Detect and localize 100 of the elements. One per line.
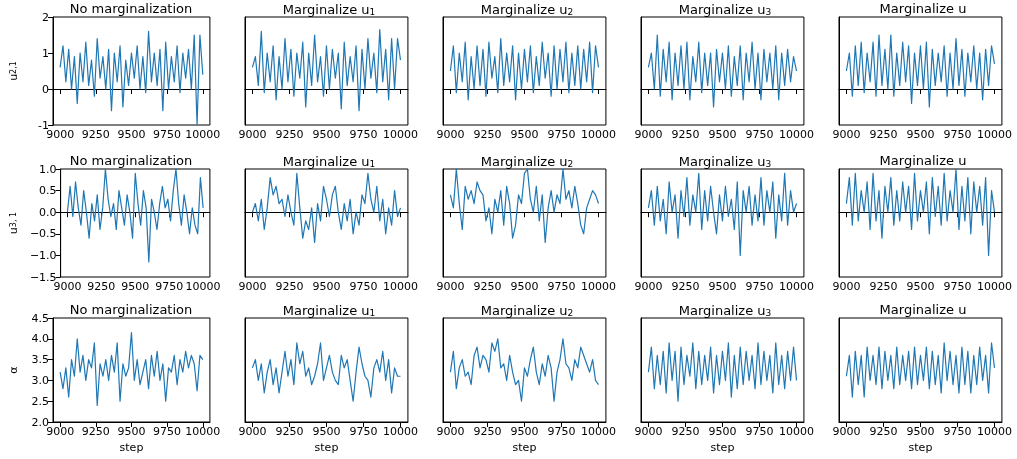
y-tick-label: 3.5 — [31, 353, 49, 367]
x-tick-label: 9000 — [53, 280, 82, 293]
x-tick-label: 10000 — [977, 425, 1012, 438]
y-tick-label: 0 — [42, 82, 49, 96]
y-tick-label: 1 — [42, 46, 49, 60]
x-tick-label: 9750 — [745, 425, 774, 438]
x-tick-label: 9000 — [832, 425, 861, 438]
x-tick-label: 10000 — [779, 128, 814, 141]
x-tick-label: 10000 — [581, 128, 616, 141]
chart-title: Marginalize u2 — [480, 153, 574, 169]
x-tick-label: 9500 — [510, 280, 539, 293]
y-tick-label: 0.5 — [39, 184, 57, 198]
x-tick-label: 9000 — [832, 128, 861, 141]
x-tick-label: 9000 — [634, 128, 663, 141]
x-tick-label: 9000 — [46, 425, 75, 438]
x-tick-label: 9750 — [155, 280, 184, 293]
x-tick-label: 10000 — [581, 280, 616, 293]
x-tick-label: 9500 — [510, 425, 539, 438]
x-tick-label: 9500 — [708, 425, 737, 438]
x-tick-label: 9750 — [745, 280, 774, 293]
x-axis-title: step — [314, 441, 339, 454]
x-tick-label: 9750 — [943, 425, 972, 438]
x-tick-label: 10000 — [383, 425, 418, 438]
y-tick-label: −1.0 — [29, 248, 57, 262]
y-axis-title: α — [7, 366, 20, 374]
chart-title: Marginalize u1 — [282, 302, 376, 318]
line-series — [59, 30, 204, 126]
chart-title: Marginalize u2 — [480, 1, 574, 17]
x-tick-label: 9000 — [238, 128, 267, 141]
x-tick-label: 9500 — [708, 128, 737, 141]
x-tick-label: 9750 — [547, 128, 576, 141]
y-tick-label: 4.5 — [31, 311, 49, 325]
x-axis-title: step — [512, 441, 537, 454]
x-tick-label: 9250 — [473, 280, 502, 293]
line-series — [59, 331, 204, 406]
chart-title: Marginalize u3 — [678, 153, 772, 169]
x-tick-label: 9250 — [275, 425, 304, 438]
x-tick-label: 9750 — [943, 280, 972, 293]
x-tick-label: 9500 — [312, 425, 341, 438]
x-tick-label: 9750 — [349, 128, 378, 141]
x-tick-label: 9500 — [906, 280, 935, 293]
y-tick-label: 0.0 — [39, 205, 57, 219]
chart-title: Marginalize u1 — [282, 153, 376, 169]
chart-title: Marginalize u — [879, 302, 967, 317]
chart-title: Marginalize u3 — [678, 1, 772, 17]
x-tick-label: 9000 — [634, 280, 663, 293]
x-tick-label: 9500 — [312, 280, 341, 293]
x-tick-label: 9250 — [275, 128, 304, 141]
y-tick-label: 2 — [42, 10, 49, 24]
y-axis-title: u3, 1 — [7, 211, 20, 235]
x-tick-label: 10000 — [779, 280, 814, 293]
x-tick-label: 9000 — [46, 128, 75, 141]
x-tick-label: 9250 — [671, 280, 700, 293]
x-tick-label: 9250 — [869, 128, 898, 141]
x-tick-label: 9750 — [943, 128, 972, 141]
x-tick-label: 9000 — [436, 128, 465, 141]
x-tick-label: 9500 — [906, 425, 935, 438]
x-tick-label: 10000 — [383, 128, 418, 141]
x-tick-label: 9250 — [81, 425, 110, 438]
x-tick-label: 9250 — [671, 425, 700, 438]
x-tick-label: 10000 — [977, 128, 1012, 141]
x-tick-label: 9000 — [238, 280, 267, 293]
x-tick-label: 9250 — [275, 280, 304, 293]
chart-title: Marginalize u1 — [282, 1, 376, 17]
chart-title: Marginalize u — [879, 153, 967, 168]
x-tick-label: 9750 — [745, 128, 774, 141]
x-tick-label: 9500 — [510, 128, 539, 141]
x-tick-label: 9500 — [121, 280, 150, 293]
x-tick-label: 10000 — [185, 425, 221, 438]
x-tick-label: 9000 — [436, 280, 465, 293]
x-tick-label: 9500 — [312, 128, 341, 141]
x-tick-label: 9500 — [117, 128, 146, 141]
y-tick-label: 1.0 — [39, 162, 57, 176]
x-axis-title: step — [710, 441, 735, 454]
x-tick-label: 9000 — [832, 280, 861, 293]
x-tick-label: 9750 — [153, 128, 182, 141]
x-axis-title: step — [908, 441, 933, 454]
x-tick-label: 9750 — [547, 425, 576, 438]
x-tick-label: 10000 — [581, 425, 616, 438]
x-tick-label: 10000 — [185, 128, 221, 141]
x-tick-label: 9250 — [671, 128, 700, 141]
x-tick-label: 9250 — [869, 425, 898, 438]
x-tick-label: 9000 — [634, 425, 663, 438]
y-tick-label: 2.5 — [31, 394, 49, 408]
chart-title: No marginalization — [69, 153, 193, 168]
x-tick-label: 9500 — [117, 425, 146, 438]
x-tick-label: 9000 — [436, 425, 465, 438]
x-tick-label: 9500 — [708, 280, 737, 293]
x-tick-label: 9250 — [473, 425, 502, 438]
x-tick-label: 9750 — [349, 280, 378, 293]
y-tick-label: −0.5 — [29, 227, 57, 241]
chart-title: Marginalize u — [879, 1, 967, 16]
chart-title: Marginalize u2 — [480, 302, 574, 318]
x-tick-label: 10000 — [779, 425, 814, 438]
x-tick-label: 9250 — [869, 280, 898, 293]
y-tick-label: 4.0 — [31, 332, 49, 346]
x-tick-label: 10000 — [977, 280, 1012, 293]
x-tick-label: 9250 — [87, 280, 116, 293]
x-axis-title: step — [119, 441, 144, 454]
x-tick-label: 9500 — [906, 128, 935, 141]
